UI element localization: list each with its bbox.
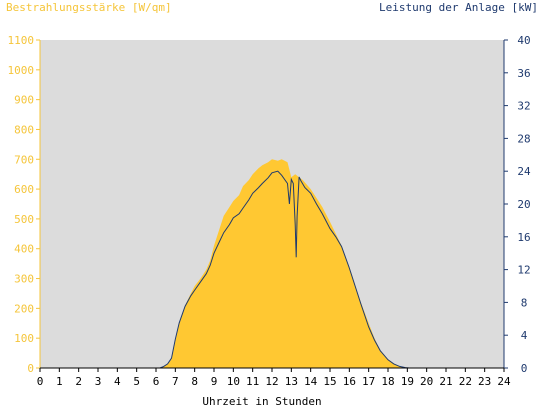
x-tick-label: 2 xyxy=(75,375,82,388)
right-tick-label: 0 xyxy=(521,362,528,375)
x-tick-label: 20 xyxy=(420,375,433,388)
right-axis-ticks: 0 4 8 12 16 20 24 28 32 36 40 xyxy=(504,34,531,375)
x-tick-label: 13 xyxy=(285,375,298,388)
x-tick-label: 11 xyxy=(246,375,259,388)
x-tick-label: 23 xyxy=(478,375,491,388)
irradiance-area xyxy=(40,159,504,368)
x-tick-label: 14 xyxy=(304,375,318,388)
x-tick-label: 24 xyxy=(497,375,511,388)
right-tick-label: 36 xyxy=(517,67,530,80)
right-tick-label: 8 xyxy=(521,296,528,309)
x-tick-label: 15 xyxy=(323,375,336,388)
x-tick-label: 5 xyxy=(133,375,140,388)
x-axis-title: Uhrzeit in Stunden xyxy=(202,395,321,408)
x-tick-label: 21 xyxy=(439,375,452,388)
right-axis-title: Leistung der Anlage [kW] xyxy=(379,1,538,14)
left-tick-label: 1000 xyxy=(8,64,35,77)
right-tick-label: 24 xyxy=(517,165,531,178)
right-tick-label: 4 xyxy=(521,329,528,342)
left-axis-ticks: 0 100 200 300 400 500 600 700 800 900 1000 1100 xyxy=(8,34,40,375)
left-tick-label: 900 xyxy=(14,94,34,107)
power-line xyxy=(40,170,504,369)
x-tick-label: 19 xyxy=(401,375,414,388)
x-tick-label: 10 xyxy=(227,375,240,388)
right-tick-label: 40 xyxy=(517,34,530,47)
x-tick-label: 18 xyxy=(381,375,394,388)
left-tick-label: 0 xyxy=(27,362,34,375)
left-tick-label: 100 xyxy=(14,332,34,345)
x-tick-label: 6 xyxy=(153,375,160,388)
x-tick-label: 16 xyxy=(343,375,356,388)
left-tick-label: 500 xyxy=(14,213,34,226)
left-tick-label: 200 xyxy=(14,302,34,315)
x-tick-label: 17 xyxy=(362,375,375,388)
left-tick-label: 300 xyxy=(14,273,34,286)
x-tick-label: 9 xyxy=(211,375,218,388)
right-tick-label: 12 xyxy=(517,264,530,277)
left-tick-label: 400 xyxy=(14,243,34,256)
x-tick-label: 0 xyxy=(37,375,44,388)
right-tick-label: 16 xyxy=(517,231,530,244)
x-tick-label: 7 xyxy=(172,375,179,388)
right-tick-label: 28 xyxy=(517,132,530,145)
left-axis-title: Bestrahlungsstärke [W/qm] xyxy=(6,1,172,14)
x-tick-label: 22 xyxy=(459,375,472,388)
left-tick-label: 800 xyxy=(14,123,34,136)
x-tick-label: 3 xyxy=(95,375,102,388)
x-axis-ticks: 0 1 2 3 4 5 6 7 8 9 10 11 12 13 14 15 16 17 18 19 20 21 22 23 24 xyxy=(37,368,511,388)
right-tick-label: 20 xyxy=(517,198,530,211)
left-tick-label: 1100 xyxy=(8,34,35,47)
x-tick-label: 12 xyxy=(265,375,278,388)
x-tick-label: 8 xyxy=(191,375,198,388)
x-tick-label: 4 xyxy=(114,375,121,388)
right-tick-label: 32 xyxy=(517,100,530,113)
x-tick-label: 1 xyxy=(56,375,63,388)
left-tick-label: 600 xyxy=(14,183,34,196)
left-tick-label: 700 xyxy=(14,153,34,166)
